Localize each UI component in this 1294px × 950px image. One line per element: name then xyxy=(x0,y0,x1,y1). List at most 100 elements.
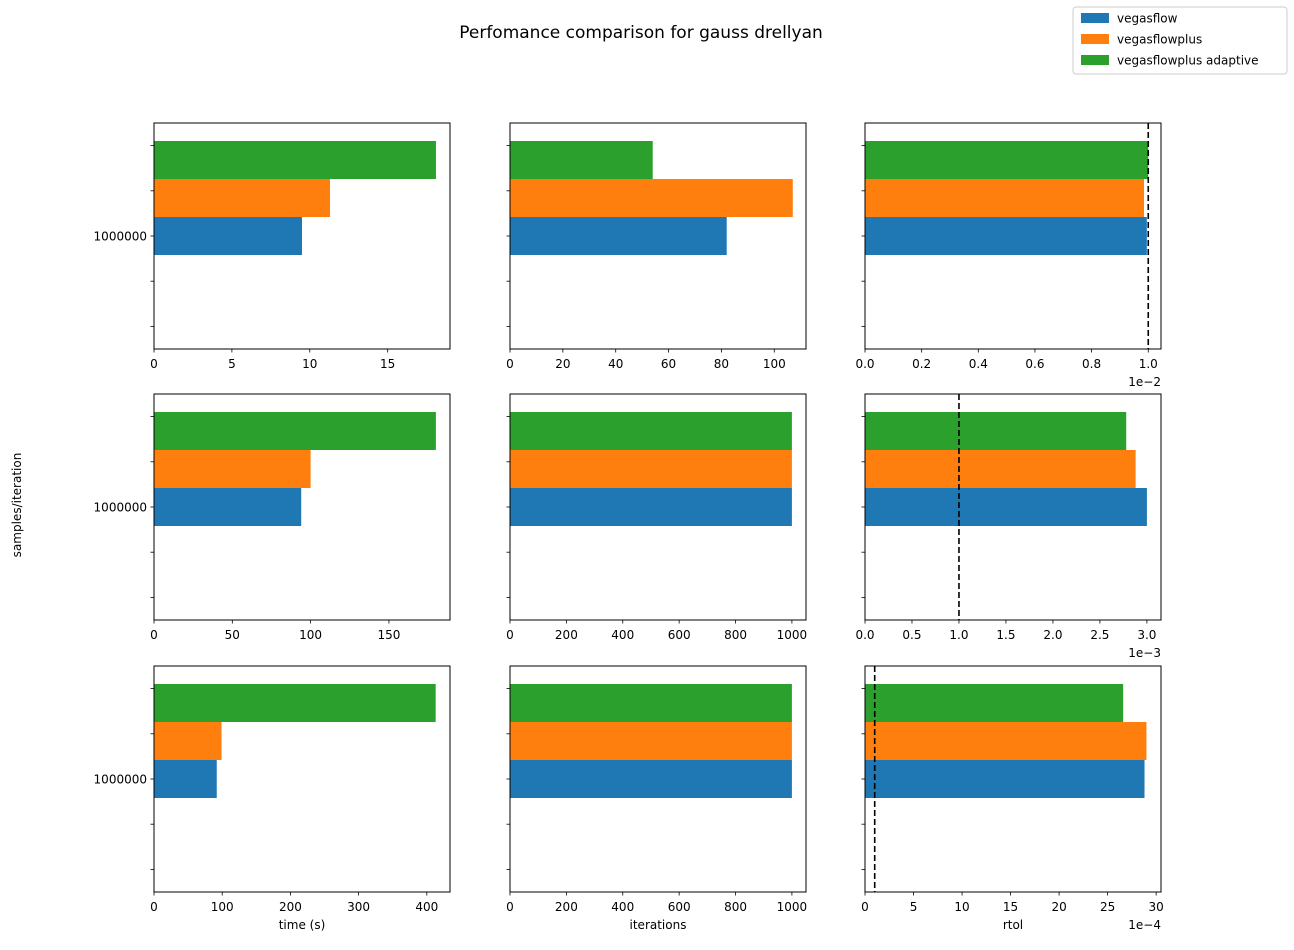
x-axis-label: rtol xyxy=(1003,918,1023,932)
bar-vegasflowplus xyxy=(510,722,792,760)
bar-vegasflow xyxy=(510,488,792,526)
x-tick-label: 20 xyxy=(1051,900,1066,914)
x-tick-label: 10 xyxy=(954,900,969,914)
x-tick-label: 0.0 xyxy=(855,357,874,371)
x-tick-label: 200 xyxy=(555,900,578,914)
x-tick-label: 25 xyxy=(1100,900,1115,914)
bar-vegasflow xyxy=(154,488,302,526)
x-tick-label: 2.0 xyxy=(1043,628,1062,642)
bar-vegasflowplus-adaptive xyxy=(510,684,792,722)
bar-vegasflowplus xyxy=(154,179,331,217)
bar-vegasflowplus-adaptive xyxy=(865,141,1149,179)
x-axis-label: iterations xyxy=(630,918,687,932)
x-tick-label: 15 xyxy=(1003,900,1018,914)
panel-r1-c1: 0 200 400 600 800 1000 xyxy=(506,393,808,642)
panel-r1-c2: 0.0 0.5 1.0 1.5 2.0 2.5 3.0 1e−3 xyxy=(855,393,1162,660)
x-tick-label: 0.4 xyxy=(969,357,988,371)
x-tick-label: 0 xyxy=(150,900,158,914)
x-tick-label: 1.0 xyxy=(1139,357,1158,371)
bar-vegasflowplus-adaptive xyxy=(510,141,653,179)
y-axis-label: samples/iteration xyxy=(10,453,24,558)
x-tick-label: 1.0 xyxy=(949,628,968,642)
panel-r2-c0: 1000000 0 100 200 300 400 time (s) xyxy=(94,665,451,932)
bar-vegasflowplus-adaptive xyxy=(865,412,1127,450)
panel-r0-c1: 0 20 40 60 80 100 xyxy=(506,122,807,371)
x-tick-label: 10 xyxy=(302,357,317,371)
panel-r0-c0: 1000000 0 5 10 15 xyxy=(94,122,451,371)
x-offset-label: 1e−4 xyxy=(1128,918,1161,932)
panel-r1-c0: 1000000 0 50 100 150 xyxy=(94,393,451,642)
y-tick-label: 1000000 xyxy=(94,773,147,787)
panel-r0-c2: 0.0 0.2 0.4 0.6 0.8 1.0 1e−2 xyxy=(855,122,1162,389)
bar-vegasflowplus-adaptive xyxy=(154,141,436,179)
x-tick-label: 150 xyxy=(377,628,400,642)
bar-vegasflowplus-adaptive xyxy=(865,684,1124,722)
panel-r2-c1: 0 200 400 600 800 1000 iterations xyxy=(506,665,808,932)
x-tick-label: 2.5 xyxy=(1090,628,1109,642)
bar-vegasflowplus xyxy=(154,722,222,760)
x-tick-label: 3.0 xyxy=(1137,628,1156,642)
x-tick-label: 400 xyxy=(611,628,634,642)
x-tick-label: 15 xyxy=(380,357,395,371)
x-tick-label: 0 xyxy=(506,357,514,371)
legend-frame xyxy=(1072,6,1288,75)
x-tick-label: 1000 xyxy=(777,900,808,914)
x-tick-label: 100 xyxy=(211,900,234,914)
x-tick-label: 100 xyxy=(299,628,322,642)
bar-vegasflowplus xyxy=(865,179,1145,217)
legend-swatch xyxy=(1081,13,1109,23)
bar-vegasflow xyxy=(865,217,1147,255)
x-tick-label: 40 xyxy=(608,357,623,371)
x-tick-label: 0.0 xyxy=(855,628,874,642)
y-tick-label: 1000000 xyxy=(94,501,147,515)
x-tick-label: 400 xyxy=(415,900,438,914)
bar-vegasflowplus xyxy=(510,179,793,217)
bar-vegasflow xyxy=(154,760,217,798)
x-tick-label: 300 xyxy=(347,900,370,914)
legend-swatch xyxy=(1081,34,1109,44)
x-tick-label: 100 xyxy=(763,357,786,371)
chart-title: Perfomance comparison for gauss drellyan xyxy=(459,23,823,43)
x-tick-label: 600 xyxy=(668,628,691,642)
bar-vegasflowplus xyxy=(865,722,1147,760)
x-tick-label: 200 xyxy=(555,628,578,642)
x-tick-label: 0 xyxy=(506,900,514,914)
x-tick-label: 800 xyxy=(724,628,747,642)
x-tick-label: 50 xyxy=(225,628,240,642)
bar-vegasflow xyxy=(510,217,727,255)
bar-vegasflow xyxy=(154,217,302,255)
bar-vegasflowplus xyxy=(154,450,311,488)
x-tick-label: 20 xyxy=(555,357,570,371)
x-tick-label: 0.6 xyxy=(1025,357,1044,371)
x-tick-label: 0.5 xyxy=(902,628,921,642)
x-tick-label: 0 xyxy=(861,900,869,914)
legend-swatch xyxy=(1081,55,1109,65)
bar-vegasflowplus-adaptive xyxy=(510,412,792,450)
x-tick-label: 0 xyxy=(506,628,514,642)
bar-vegasflowplus xyxy=(510,450,792,488)
x-tick-label: 400 xyxy=(611,900,634,914)
bar-vegasflow xyxy=(510,760,792,798)
bar-vegasflowplus-adaptive xyxy=(154,412,436,450)
x-tick-label: 80 xyxy=(714,357,729,371)
panel-r2-c2: 0 5 10 15 20 25 30 1e−4 rtol xyxy=(861,665,1164,932)
x-offset-label: 1e−3 xyxy=(1128,646,1161,660)
x-tick-label: 30 xyxy=(1149,900,1164,914)
x-axis-label: time (s) xyxy=(279,918,326,932)
bar-vegasflowplus-adaptive xyxy=(154,684,436,722)
bar-vegasflow xyxy=(865,760,1145,798)
x-tick-label: 0.2 xyxy=(912,357,931,371)
legend-label: vegasflowplus adaptive xyxy=(1117,54,1259,68)
bar-vegasflowplus xyxy=(865,450,1136,488)
y-tick-label: 1000000 xyxy=(94,230,147,244)
x-tick-label: 0.8 xyxy=(1082,357,1101,371)
legend: vegasflow vegasflowplus vegasflowplus adap… xyxy=(1072,6,1288,75)
x-tick-label: 800 xyxy=(724,900,747,914)
bar-vegasflow xyxy=(865,488,1147,526)
x-tick-label: 0 xyxy=(150,357,158,371)
x-tick-label: 1.5 xyxy=(996,628,1015,642)
x-tick-label: 1000 xyxy=(777,628,808,642)
legend-label: vegasflow xyxy=(1117,12,1178,26)
x-tick-label: 5 xyxy=(228,357,236,371)
